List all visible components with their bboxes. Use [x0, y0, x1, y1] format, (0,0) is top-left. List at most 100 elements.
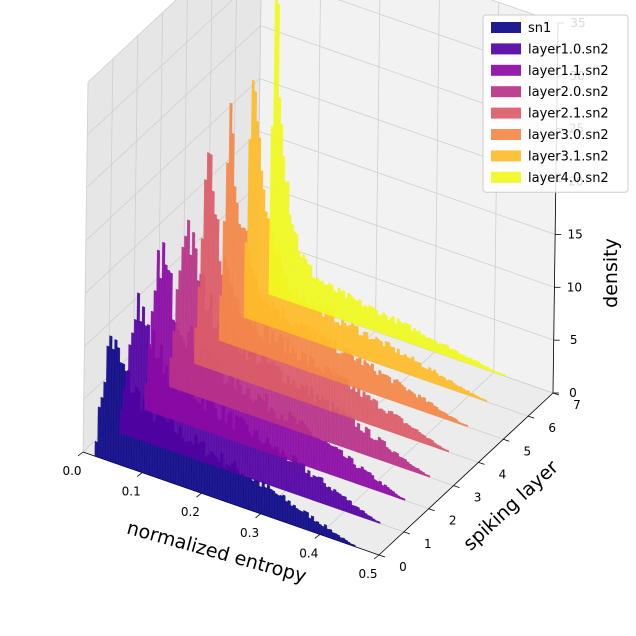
histogram-bar [236, 223, 241, 348]
gridline [82, 81, 89, 453]
legend-swatch [491, 129, 521, 140]
histogram-bar [253, 120, 259, 322]
histogram-bar [388, 448, 392, 464]
histogram-bar [400, 384, 404, 405]
histogram-bar [415, 331, 419, 347]
histogram-bar [503, 373, 506, 377]
histogram-bar [263, 210, 268, 326]
histogram-bar [384, 314, 388, 336]
histogram-bar [382, 440, 387, 463]
histogram-bar [214, 218, 220, 372]
histogram-bar [343, 495, 347, 513]
histogram-bar [397, 381, 402, 404]
histogram-bar [453, 349, 457, 360]
histogram-bar [382, 345, 386, 367]
histogram-bar [339, 449, 344, 479]
legend-swatch [491, 43, 521, 55]
histogram-bar [327, 486, 332, 507]
histogram-bar [342, 290, 346, 321]
histogram-bar [374, 336, 378, 364]
histogram-bar [488, 368, 492, 372]
histogram-bar [417, 394, 421, 411]
histogram-bar [398, 320, 402, 341]
histogram-bar [337, 287, 341, 320]
histogram-bar [363, 359, 367, 392]
z-tick-label: 10 [567, 280, 582, 294]
histogram-bar [336, 321, 340, 351]
histogram-bar [425, 401, 429, 414]
histogram-bar [144, 382, 148, 411]
histogram-bar [391, 315, 395, 339]
histogram-bar [464, 389, 468, 396]
histogram-bar [454, 384, 458, 392]
legend-label: sn1 [528, 21, 551, 36]
histogram-bar [211, 213, 217, 371]
histogram-bar [406, 461, 410, 471]
histogram-bar [408, 357, 412, 376]
histogram-bar [452, 417, 456, 423]
histogram-bar [377, 338, 381, 365]
histogram-bar [217, 260, 222, 373]
histogram-bar [313, 520, 317, 534]
histogram-bar [429, 338, 433, 352]
histogram-bar [361, 306, 364, 328]
histogram-bar [372, 398, 376, 427]
histogram-bar [274, 492, 278, 520]
histogram-bar [282, 494, 286, 523]
y-axis-label: spiking layer [459, 456, 563, 555]
histogram-bar [382, 410, 386, 431]
histogram-bar [375, 309, 379, 333]
histogram-bar [385, 374, 389, 400]
histogram-bar [311, 276, 315, 311]
histogram-bar [309, 476, 313, 501]
histogram-bar [190, 231, 196, 396]
histogram-bar [336, 534, 340, 542]
histogram-bar [491, 369, 494, 373]
histogram-bar [405, 422, 409, 439]
histogram-bar [458, 352, 461, 362]
histogram-bar [348, 499, 352, 514]
histogram-bar [321, 525, 325, 537]
histogram-bar [248, 79, 255, 321]
histogram-bar [434, 340, 438, 353]
histogram-bar [477, 361, 480, 368]
histogram-bar [486, 366, 490, 372]
histogram-bar [251, 90, 257, 321]
histogram-bar [457, 385, 461, 393]
histogram-bar [119, 409, 123, 435]
histogram-bar [344, 457, 349, 481]
legend-swatch [491, 64, 521, 76]
legend-item: layer3.1.sn2 [491, 149, 609, 164]
histogram-bar [481, 364, 485, 370]
histogram-bar [389, 488, 393, 497]
histogram-bar [390, 451, 394, 465]
histogram-bar [390, 410, 394, 433]
histogram-bar [330, 490, 334, 508]
histogram-bar [420, 334, 424, 348]
histogram-bar [285, 181, 290, 301]
histogram-bar [184, 219, 191, 394]
histogram-bar [351, 296, 355, 325]
histogram-bar [457, 421, 461, 425]
z-tick-label: 15 [568, 227, 583, 241]
histogram-bar [442, 411, 446, 420]
z-tick-label: 0 [569, 386, 577, 400]
histogram-bar [165, 269, 171, 419]
legend-item: layer2.0.sn2 [491, 85, 609, 100]
histogram-bar [347, 541, 351, 546]
histogram-bar [403, 458, 407, 470]
histogram-bar [423, 367, 427, 381]
histogram-bar [402, 497, 406, 501]
histogram-bar [160, 241, 166, 417]
histogram-bar [425, 437, 429, 446]
gridline [259, 131, 556, 235]
histogram-bar [459, 386, 463, 394]
histogram-bar [368, 471, 372, 489]
y-tick-mark [478, 462, 485, 465]
histogram-bar [448, 348, 452, 358]
histogram-bar [419, 469, 423, 475]
legend-item: layer3.0.sn2 [491, 128, 609, 143]
histogram-bar [401, 457, 405, 469]
histogram-bar [370, 363, 374, 395]
histogram-bar [308, 264, 313, 310]
